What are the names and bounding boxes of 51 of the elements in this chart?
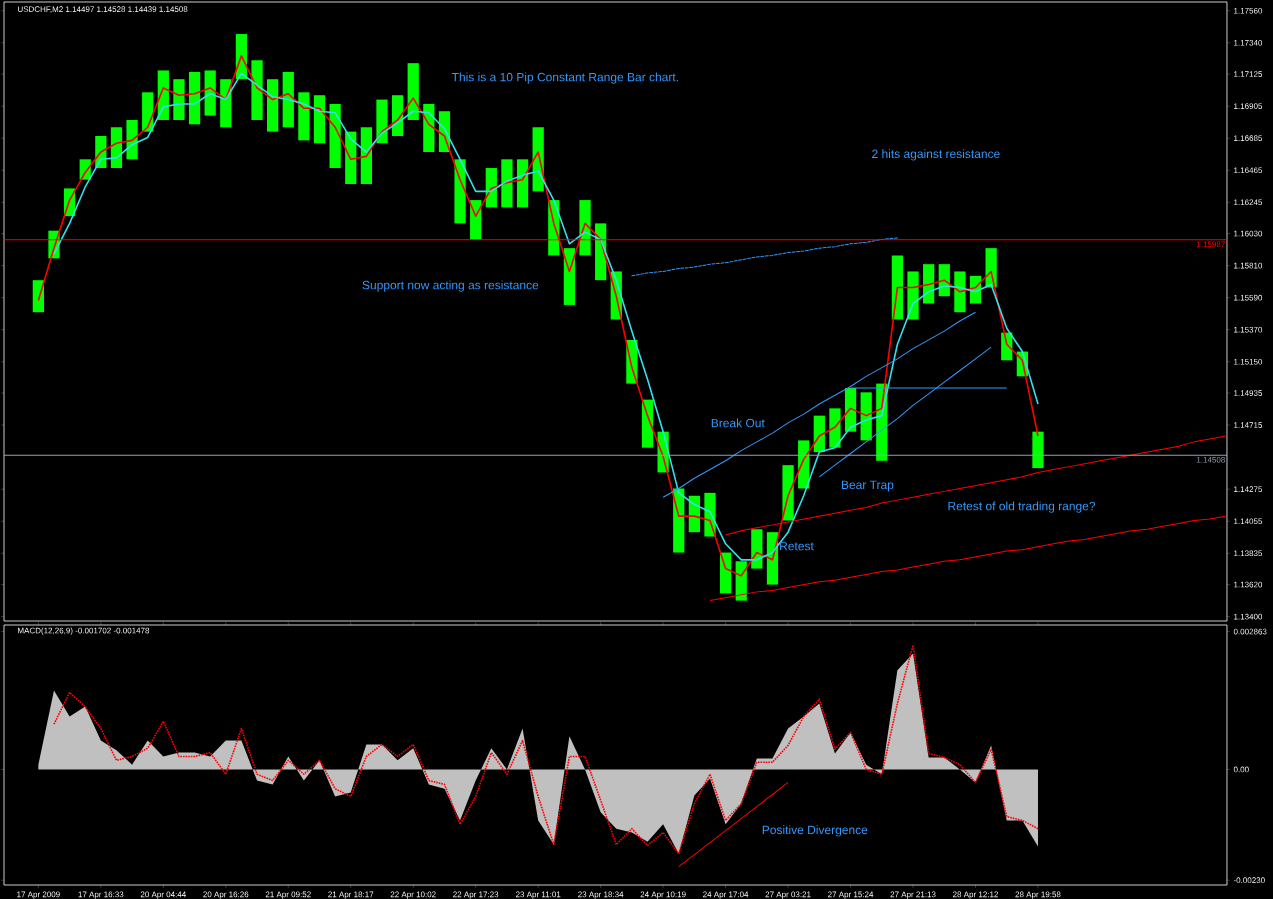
annotation: Positive Divergence: [762, 825, 868, 837]
annotation: Retest: [780, 541, 814, 551]
annotation: Retest of old trading range?: [948, 501, 1096, 513]
x-tick-label: 20 Apr 16:26: [203, 891, 249, 899]
y-tick-label: 0.002863: [1233, 628, 1267, 635]
y-tick-label: 1.17340: [1234, 39, 1263, 46]
y-tick-label: 0.00: [1233, 766, 1249, 773]
y-tick-label: 1.15590: [1234, 294, 1263, 301]
y-tick-label: 1.15370: [1234, 326, 1263, 333]
x-tick-label: 22 Apr 17:23: [453, 891, 499, 899]
annotation: This is a 10 Pip Constant Range Bar chart.: [451, 72, 678, 84]
x-tick-label: 28 Apr 19:58: [1015, 891, 1061, 899]
x-tick-label: 27 Apr 21:13: [890, 891, 936, 899]
x-tick-label: 20 Apr 04:44: [140, 891, 186, 899]
x-tick-label: 21 Apr 09:52: [265, 891, 311, 899]
chart-title: MACD(12,26,9) -0.001702 -0.001478: [18, 627, 150, 635]
y-tick-label: 1.16685: [1234, 135, 1263, 142]
y-tick-label: 1.14935: [1234, 390, 1263, 396]
x-tick-label: 21 Apr 18:17: [328, 891, 374, 899]
y-tick-label: 1.16245: [1234, 199, 1263, 206]
x-tick-label: 24 Apr 10:19: [640, 891, 686, 899]
annotation: Support now acting as resistance: [362, 280, 539, 292]
y-tick-label: 1.16030: [1234, 230, 1263, 237]
y-tick-label: 1.13400: [1234, 613, 1263, 620]
y-tick-label: 1.17125: [1234, 71, 1263, 77]
y-tick-label: 1.15150: [1234, 358, 1263, 365]
x-tick-label: 17 Apr 16:33: [78, 891, 124, 899]
annotation: Break Out: [711, 418, 765, 428]
y-tick-label: 1.14715: [1234, 422, 1263, 428]
x-tick-label: 23 Apr 11:01: [515, 891, 561, 899]
x-tick-label: 17 Apr 2009: [17, 891, 60, 899]
y-tick-label: 1.16465: [1234, 167, 1263, 174]
x-tick-label: 27 Apr 15:24: [828, 891, 874, 899]
ref-line-label: 1.14508: [1196, 456, 1225, 463]
y-tick-label: 1.15810: [1234, 262, 1263, 269]
annotation: Bear Trap: [841, 480, 894, 492]
y-tick-label: 1.16905: [1234, 103, 1263, 109]
y-tick-label: 1.13835: [1234, 550, 1263, 557]
y-tick-label: 1.17560: [1234, 7, 1263, 14]
x-tick-label: 22 Apr 10:02: [390, 891, 436, 899]
y-tick-label: 1.13620: [1234, 581, 1263, 588]
x-tick-label: 27 Apr 03:21: [765, 891, 811, 899]
y-tick-label: 1.14275: [1234, 486, 1263, 493]
y-tick-label: 1.14055: [1234, 518, 1263, 525]
x-tick-label: 24 Apr 17:04: [703, 891, 749, 899]
x-tick-label: 23 Apr 18:34: [578, 891, 624, 899]
x-tick-label: 28 Apr 12:12: [953, 891, 998, 899]
ref-line-label: 1.15987: [1196, 241, 1225, 248]
y-tick-label: -0.00230: [1233, 877, 1265, 884]
annotation: 2 hits against resistance: [872, 149, 1000, 161]
chart-title: USDCHF,M2 1.14497 1.14528 1.14439 1.14508: [18, 6, 188, 13]
